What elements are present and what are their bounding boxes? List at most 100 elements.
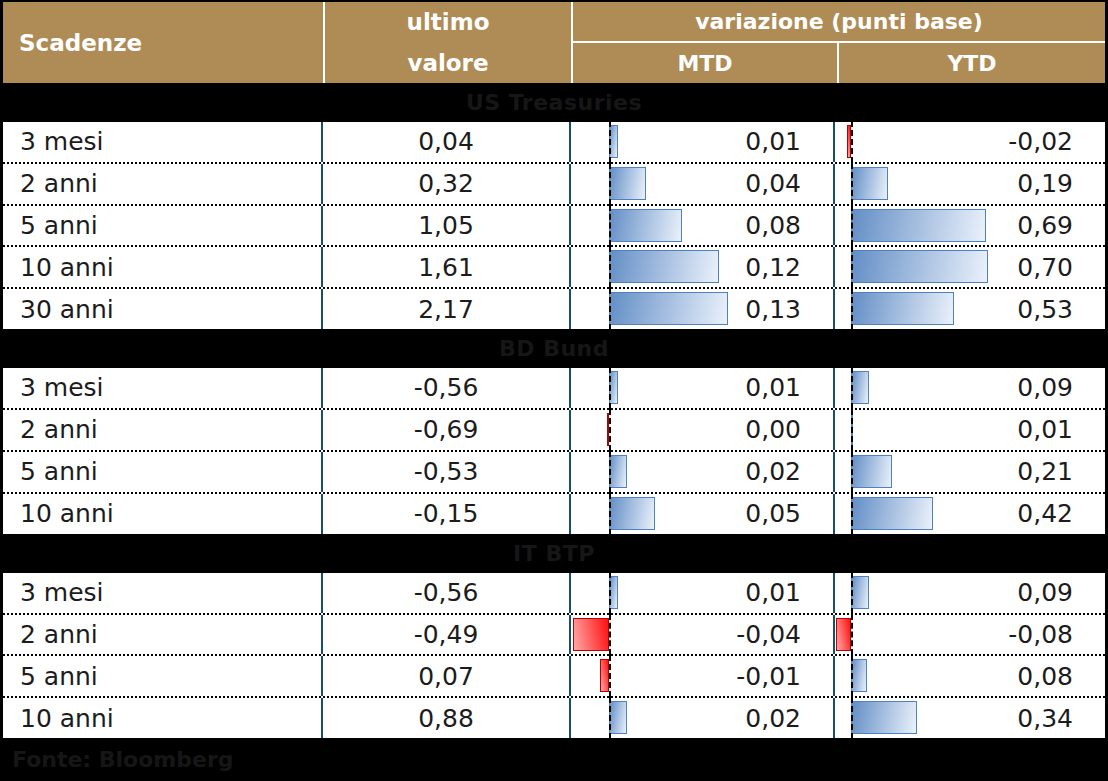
maturity-label: 3 mesi <box>3 127 104 156</box>
mtd-value: 0,02 <box>745 698 801 738</box>
ytd-value: 0,53 <box>1017 289 1073 329</box>
ytd-label: YTD <box>947 51 996 76</box>
mtd-value: 0,08 <box>745 206 801 246</box>
mtd-zero-axis-line <box>609 614 611 656</box>
section-header: IT BTP <box>0 534 1108 573</box>
ytd-value: 0,34 <box>1017 698 1073 738</box>
maturity-cell: 2 anni <box>3 615 323 655</box>
ytd-change-bar <box>851 497 933 530</box>
last-value: 0,88 <box>418 704 474 733</box>
mtd-change-bar <box>609 167 646 200</box>
maturity-label: 5 anni <box>3 662 98 691</box>
mtd-cell: 0,01 <box>571 122 835 162</box>
ytd-zero-axis-line <box>851 163 853 205</box>
ytd-zero-axis-line <box>851 493 853 535</box>
ytd-zero-axis-line <box>851 288 853 330</box>
last-value-cell: 1,05 <box>323 206 571 246</box>
last-value: -0,49 <box>414 620 479 649</box>
mtd-zero-axis-line <box>609 451 611 493</box>
maturity-label: 30 anni <box>3 295 114 324</box>
last-value-cell: -0,53 <box>323 452 571 492</box>
last-value: 0,07 <box>418 662 474 691</box>
maturity-label: 10 anni <box>3 499 114 528</box>
mtd-zero-axis-line <box>609 288 611 330</box>
maturity-label: 10 anni <box>3 253 114 282</box>
ytd-cell: 0,70 <box>835 247 1105 287</box>
ytd-change-bar <box>851 292 954 325</box>
maturity-cell: 10 anni <box>3 247 323 287</box>
ytd-zero-axis-line <box>851 367 853 409</box>
mtd-cell: 0,02 <box>571 452 835 492</box>
ytd-change-bar <box>851 167 888 200</box>
ytd-value: 0,69 <box>1017 206 1073 246</box>
column-header-ytd: YTD <box>837 43 1105 83</box>
mtd-cell: 0,00 <box>571 410 835 450</box>
maturity-cell: 5 anni <box>3 656 323 696</box>
mtd-change-bar <box>600 659 609 692</box>
section-header: US Treasuries <box>0 83 1108 122</box>
mtd-zero-axis-line <box>609 205 611 247</box>
maturity-label: 10 anni <box>3 704 114 733</box>
ytd-cell: -0,08 <box>835 615 1105 655</box>
ytd-value: 0,19 <box>1017 164 1073 204</box>
mtd-cell: 0,02 <box>571 698 835 738</box>
last-value: -0,53 <box>414 457 479 486</box>
section-title: US Treasuries <box>466 90 642 115</box>
column-header-ultimo-valore: ultimo valore <box>323 2 571 83</box>
section-rows: 3 mesi-0,560,010,092 anni-0,690,000,015 … <box>0 368 1108 534</box>
ytd-cell: 0,09 <box>835 368 1105 408</box>
last-value-cell: 0,32 <box>323 164 571 204</box>
ytd-zero-axis-line <box>851 246 853 288</box>
mtd-value: 0,04 <box>745 164 801 204</box>
last-value-cell: 1,61 <box>323 247 571 287</box>
mtd-zero-axis-line <box>609 367 611 409</box>
column-header-mtd: MTD <box>573 43 837 83</box>
ytd-zero-axis-line <box>851 655 853 697</box>
mtd-value: 0,00 <box>745 410 801 450</box>
ytd-change-bar <box>836 618 851 651</box>
ytd-value: 0,21 <box>1017 452 1073 492</box>
mtd-value: 0,01 <box>745 122 801 162</box>
mtd-zero-axis-line <box>609 409 611 451</box>
table-row: 5 anni1,050,080,69 <box>3 204 1105 246</box>
section-rows: 3 mesi-0,560,010,092 anni-0,49-0,04-0,08… <box>0 573 1108 739</box>
mtd-cell: -0,04 <box>571 615 835 655</box>
last-value: 1,05 <box>418 211 474 240</box>
ytd-value: 0,09 <box>1017 573 1073 613</box>
ytd-cell: 0,09 <box>835 573 1105 613</box>
ytd-change-bar <box>851 576 869 609</box>
ytd-zero-axis-line <box>851 572 853 614</box>
mtd-cell: 0,01 <box>571 573 835 613</box>
mtd-zero-axis-line <box>609 697 611 739</box>
variazione-group-header: variazione (punti base) <box>573 2 1105 43</box>
mtd-value: 0,01 <box>745 368 801 408</box>
mtd-zero-axis-line <box>609 121 611 163</box>
ytd-value: 0,01 <box>1017 410 1073 450</box>
last-value: -0,56 <box>414 578 479 607</box>
mtd-value: 0,02 <box>745 452 801 492</box>
last-value-cell: -0,49 <box>323 615 571 655</box>
mtd-zero-axis-line <box>609 572 611 614</box>
scadenze-label: Scadenze <box>19 30 142 56</box>
last-value: 0,32 <box>418 169 474 198</box>
maturity-cell: 30 anni <box>3 289 323 329</box>
ytd-value: 0,70 <box>1017 247 1073 287</box>
last-value-cell: 0,04 <box>323 122 571 162</box>
mtd-label: MTD <box>677 51 732 76</box>
mtd-change-bar <box>609 209 682 242</box>
last-value-cell: -0,69 <box>323 410 571 450</box>
ytd-zero-axis-line <box>851 409 853 451</box>
ytd-cell: 0,21 <box>835 452 1105 492</box>
ytd-cell: 0,53 <box>835 289 1105 329</box>
mtd-change-bar <box>609 455 627 488</box>
maturity-cell: 3 mesi <box>3 122 323 162</box>
maturity-cell: 2 anni <box>3 164 323 204</box>
table-row: 5 anni-0,530,020,21 <box>3 450 1105 492</box>
ytd-value: 0,08 <box>1017 656 1073 696</box>
mtd-value: 0,01 <box>745 573 801 613</box>
last-value: -0,69 <box>414 415 479 444</box>
maturity-label: 2 anni <box>3 620 98 649</box>
mtd-cell: 0,04 <box>571 164 835 204</box>
ytd-zero-axis-line <box>851 451 853 493</box>
column-header-scadenze: Scadenze <box>3 2 323 83</box>
